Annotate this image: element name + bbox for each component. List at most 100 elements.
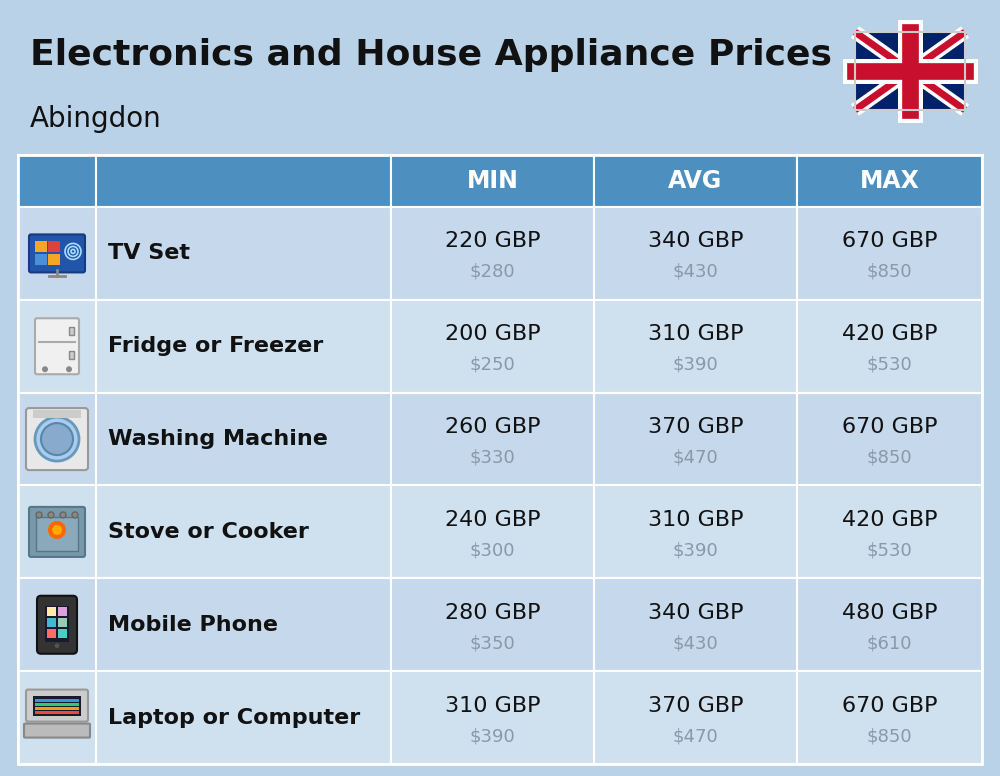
Bar bbox=[594, 207, 797, 300]
Bar bbox=[594, 486, 797, 578]
Bar bbox=[96, 300, 391, 393]
Text: Abingdon: Abingdon bbox=[30, 105, 162, 133]
FancyBboxPatch shape bbox=[35, 318, 79, 374]
Text: $430: $430 bbox=[673, 263, 718, 281]
Bar bbox=[391, 300, 594, 393]
Bar bbox=[391, 207, 594, 300]
Bar bbox=[391, 393, 594, 486]
Bar bbox=[35, 255, 47, 265]
FancyBboxPatch shape bbox=[24, 723, 90, 737]
Text: 670 GBP: 670 GBP bbox=[842, 231, 937, 251]
Bar bbox=[797, 393, 982, 486]
Circle shape bbox=[41, 423, 73, 455]
Bar bbox=[33, 410, 81, 418]
Bar bbox=[48, 241, 60, 252]
Bar bbox=[797, 486, 982, 578]
Bar bbox=[18, 155, 96, 207]
Text: AVG: AVG bbox=[668, 169, 723, 193]
Bar bbox=[33, 695, 81, 715]
Bar bbox=[391, 155, 594, 207]
Bar bbox=[797, 155, 982, 207]
FancyBboxPatch shape bbox=[26, 690, 88, 722]
Text: 370 GBP: 370 GBP bbox=[648, 417, 743, 437]
Bar bbox=[96, 207, 391, 300]
Bar bbox=[58, 629, 67, 638]
Bar bbox=[96, 486, 391, 578]
Bar bbox=[18, 207, 96, 300]
Text: $390: $390 bbox=[673, 356, 718, 374]
Bar bbox=[48, 255, 60, 265]
Text: $330: $330 bbox=[470, 449, 515, 466]
Text: $390: $390 bbox=[470, 727, 515, 745]
Text: 260 GBP: 260 GBP bbox=[445, 417, 540, 437]
Text: 670 GBP: 670 GBP bbox=[842, 417, 937, 437]
Text: $530: $530 bbox=[867, 542, 912, 559]
Text: $250: $250 bbox=[470, 356, 515, 374]
Text: $280: $280 bbox=[470, 263, 515, 281]
Text: 310 GBP: 310 GBP bbox=[648, 510, 743, 530]
Circle shape bbox=[48, 512, 54, 518]
Bar bbox=[18, 578, 96, 671]
Text: 420 GBP: 420 GBP bbox=[842, 324, 937, 345]
Text: 340 GBP: 340 GBP bbox=[648, 603, 743, 622]
Text: 200 GBP: 200 GBP bbox=[445, 324, 540, 345]
Bar bbox=[18, 155, 982, 764]
Bar bbox=[18, 671, 96, 764]
Bar bbox=[18, 300, 96, 393]
Text: Washing Machine: Washing Machine bbox=[108, 429, 328, 449]
Bar bbox=[594, 578, 797, 671]
Text: 240 GBP: 240 GBP bbox=[445, 510, 540, 530]
Bar bbox=[18, 486, 96, 578]
Bar bbox=[35, 711, 79, 714]
Bar bbox=[797, 207, 982, 300]
Bar bbox=[69, 352, 74, 359]
Text: Electronics and House Appliance Prices: Electronics and House Appliance Prices bbox=[30, 38, 832, 72]
Circle shape bbox=[66, 366, 72, 372]
Circle shape bbox=[42, 366, 48, 372]
Bar bbox=[96, 671, 391, 764]
FancyBboxPatch shape bbox=[29, 234, 85, 272]
FancyBboxPatch shape bbox=[37, 596, 77, 653]
FancyBboxPatch shape bbox=[26, 408, 88, 470]
Bar bbox=[797, 671, 982, 764]
Circle shape bbox=[60, 512, 66, 518]
Text: TV Set: TV Set bbox=[108, 244, 190, 263]
Text: $300: $300 bbox=[470, 542, 515, 559]
Circle shape bbox=[36, 512, 42, 518]
Text: $430: $430 bbox=[673, 634, 718, 653]
Bar bbox=[35, 702, 79, 705]
Text: $850: $850 bbox=[867, 727, 912, 745]
Bar bbox=[96, 155, 391, 207]
Bar bbox=[391, 486, 594, 578]
Bar bbox=[47, 629, 56, 638]
Bar bbox=[594, 155, 797, 207]
Bar bbox=[47, 607, 56, 615]
Text: 310 GBP: 310 GBP bbox=[445, 695, 540, 715]
Bar bbox=[35, 698, 79, 702]
Text: $850: $850 bbox=[867, 263, 912, 281]
Bar bbox=[35, 241, 47, 252]
Bar bbox=[594, 393, 797, 486]
Text: $610: $610 bbox=[867, 634, 912, 653]
Text: Fridge or Freezer: Fridge or Freezer bbox=[108, 336, 323, 356]
Bar bbox=[797, 578, 982, 671]
Text: 280 GBP: 280 GBP bbox=[445, 603, 540, 622]
Text: MAX: MAX bbox=[860, 169, 919, 193]
Bar bbox=[36, 517, 78, 551]
Text: 480 GBP: 480 GBP bbox=[842, 603, 937, 622]
Text: $390: $390 bbox=[673, 542, 718, 559]
Text: 310 GBP: 310 GBP bbox=[648, 324, 743, 345]
Text: 420 GBP: 420 GBP bbox=[842, 510, 937, 530]
Bar bbox=[594, 300, 797, 393]
Bar bbox=[35, 707, 79, 709]
Circle shape bbox=[54, 643, 60, 649]
Bar bbox=[18, 393, 96, 486]
Bar bbox=[855, 32, 965, 110]
Bar bbox=[47, 618, 56, 627]
Bar bbox=[391, 671, 594, 764]
Text: $470: $470 bbox=[673, 727, 718, 745]
Text: $470: $470 bbox=[673, 449, 718, 466]
Bar bbox=[855, 32, 965, 110]
Text: $530: $530 bbox=[867, 356, 912, 374]
Bar bbox=[594, 671, 797, 764]
